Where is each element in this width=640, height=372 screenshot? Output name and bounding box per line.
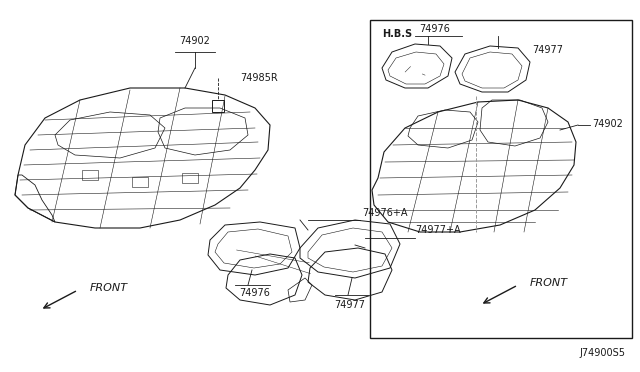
Text: 74902: 74902 [180,36,211,46]
Text: 74976+A: 74976+A [362,208,408,218]
Text: FRONT: FRONT [530,278,568,288]
Text: 74902: 74902 [592,119,623,129]
Text: 74977+A: 74977+A [415,225,461,235]
Text: 74977: 74977 [335,300,365,310]
Text: 74976: 74976 [420,24,451,34]
Text: J74900S5: J74900S5 [579,348,625,358]
Text: 74985R: 74985R [240,73,278,83]
Text: 74976: 74976 [239,288,271,298]
Text: H.B.S: H.B.S [382,29,412,39]
Text: 74977: 74977 [532,45,563,55]
Text: FRONT: FRONT [90,283,128,293]
Bar [370,20,632,338]
